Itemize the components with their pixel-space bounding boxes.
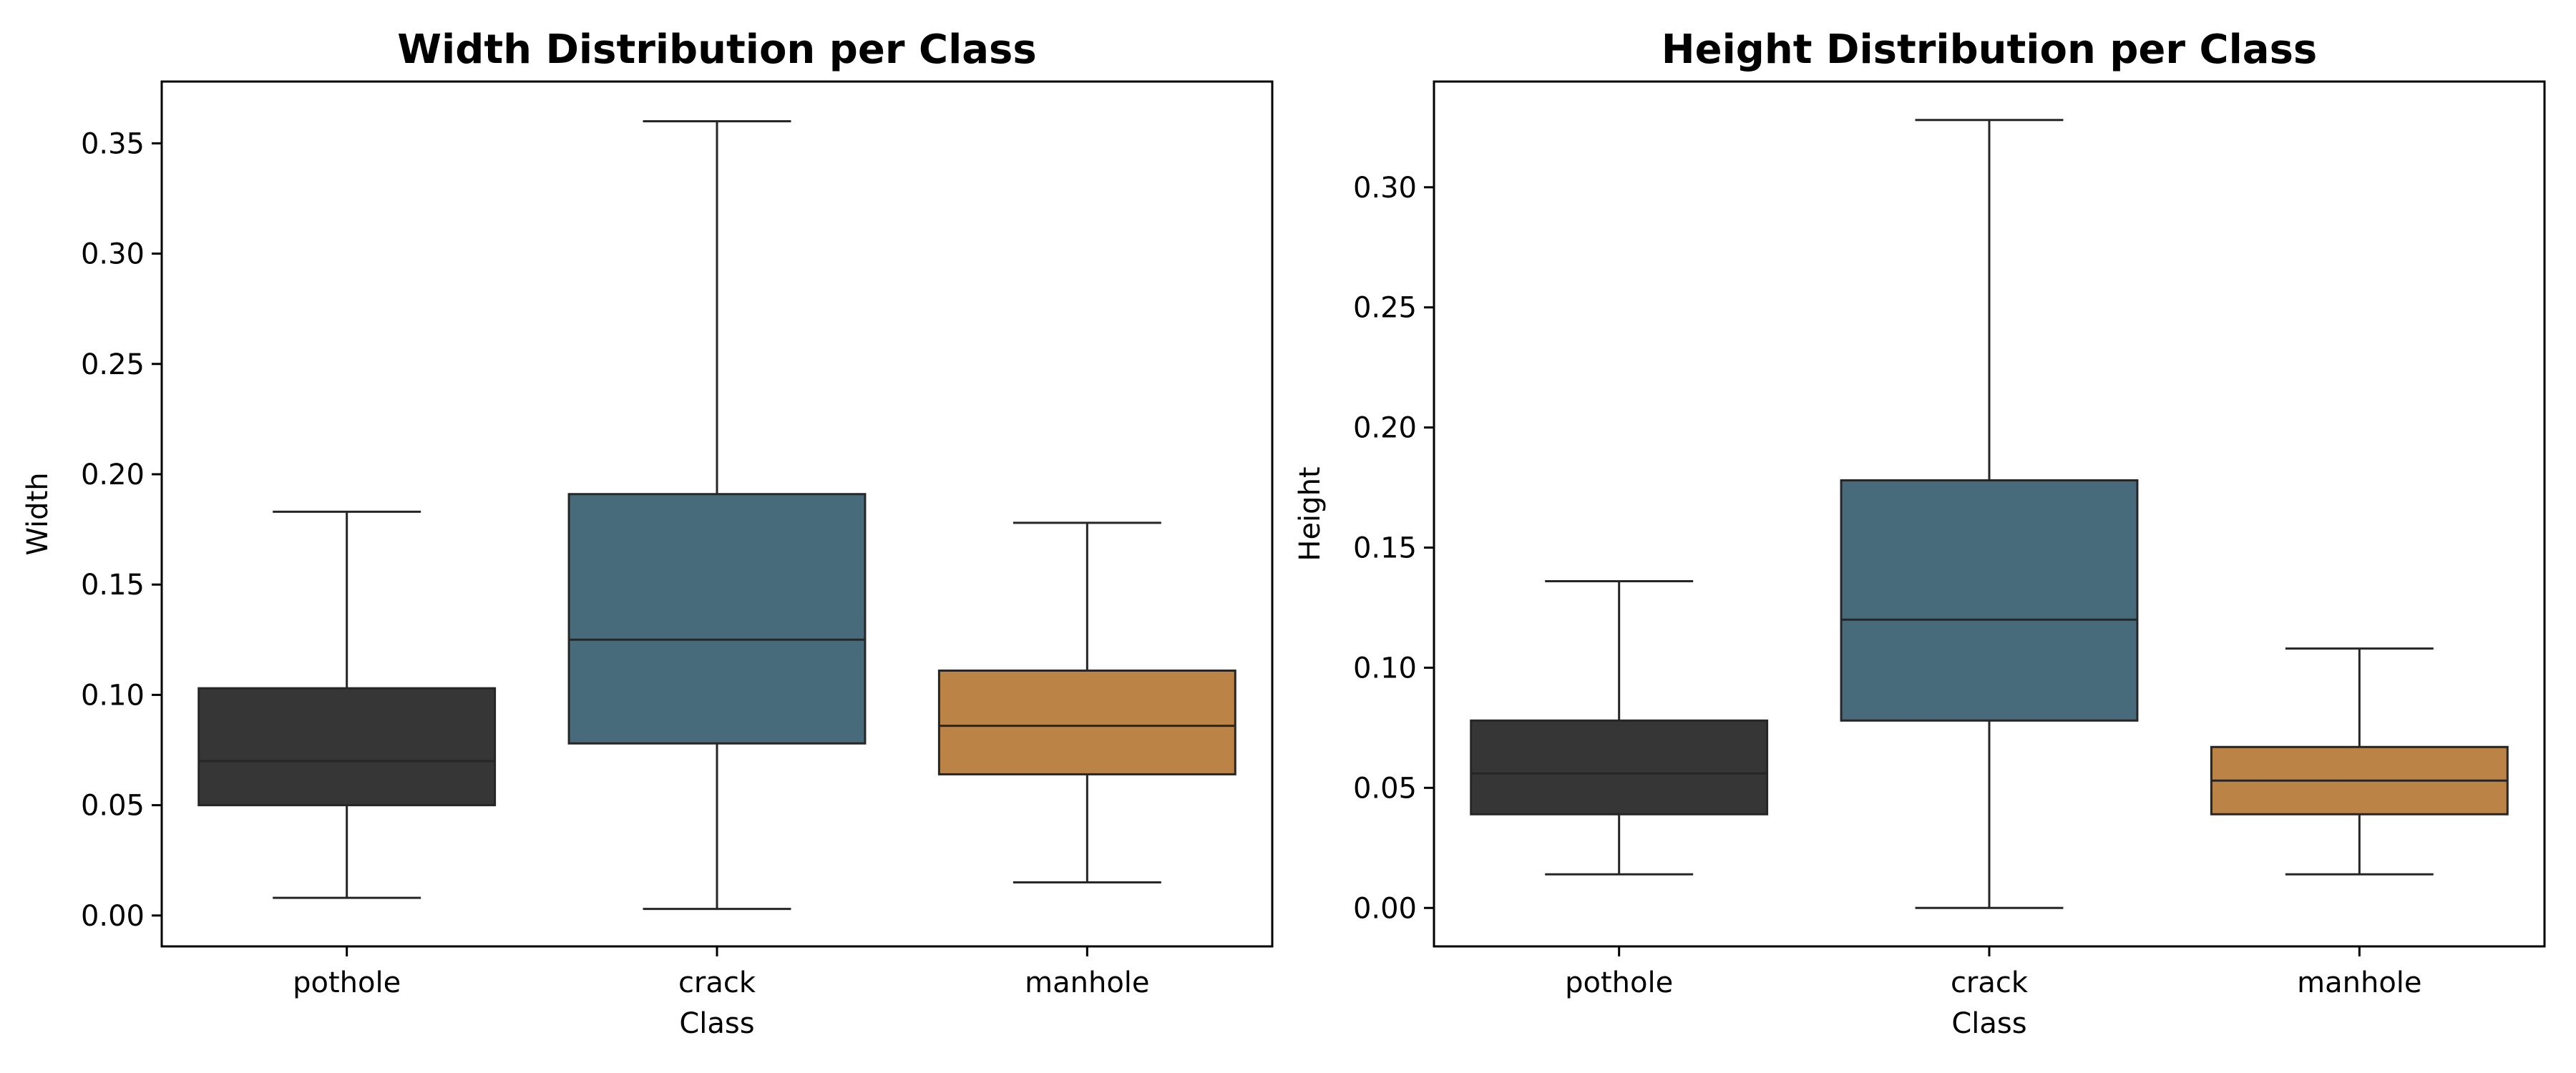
width-ytick-label: 0.00: [81, 900, 145, 933]
height-ytick-label: 0.30: [1353, 172, 1417, 205]
width-manhole-box: [937, 669, 1236, 775]
height-chart-plot-frame: [1433, 80, 2546, 948]
height-ytick-label: 0.00: [1353, 892, 1417, 925]
height-ytick-label: 0.15: [1353, 532, 1417, 565]
width-chart: Width Distribution per Class Class Width…: [21, 26, 1274, 1040]
height-chart-title: Height Distribution per Class: [1662, 26, 2318, 73]
width-ytick-label: 0.20: [81, 459, 145, 491]
width-chart-xlabel: Class: [679, 1007, 754, 1040]
height-ytick-label: 0.10: [1353, 652, 1417, 685]
height-chart: Height Distribution per Class Class Heig…: [1294, 26, 2546, 1040]
width-crack-box: [567, 493, 867, 745]
height-xtick-label-crack: crack: [1951, 966, 2029, 999]
height-chart-xlabel: Class: [1951, 1007, 2026, 1040]
height-xtick-label-manhole: manhole: [2297, 966, 2421, 999]
width-chart-plot-frame: [160, 80, 1274, 948]
height-ytick-label: 0.25: [1353, 292, 1417, 325]
height-ytick-label: 0.20: [1353, 412, 1417, 445]
width-chart-marks: 0.00 0.05 0.10 0.15 0.20 0.25 0.30 0.35 pothole c…: [81, 120, 1236, 999]
width-ytick-label: 0.30: [81, 238, 145, 271]
height-ytick-label: 0.05: [1353, 772, 1417, 805]
width-ytick-label: 0.15: [81, 569, 145, 602]
width-ytick-label: 0.25: [81, 348, 145, 381]
height-chart-marks: 0.00 0.05 0.10 0.15 0.20 0.25 0.30 pothole crack…: [1353, 119, 2509, 999]
width-chart-title: Width Distribution per Class: [397, 26, 1036, 73]
height-chart-ylabel: Height: [1294, 466, 1327, 561]
width-pothole-box: [197, 687, 497, 807]
width-ytick-label: 0.05: [81, 790, 145, 823]
width-ytick-label: 0.35: [81, 127, 145, 160]
height-crack-box: [1840, 479, 2139, 722]
width-xtick-label-manhole: manhole: [1025, 966, 1149, 999]
width-chart-ylabel: Width: [21, 472, 54, 555]
width-xtick-label-crack: crack: [678, 966, 756, 999]
height-pothole-box: [1470, 719, 1769, 815]
height-xtick-label-pothole: pothole: [1565, 966, 1673, 999]
width-xtick-label-pothole: pothole: [293, 966, 401, 999]
width-ytick-label: 0.10: [81, 679, 145, 712]
